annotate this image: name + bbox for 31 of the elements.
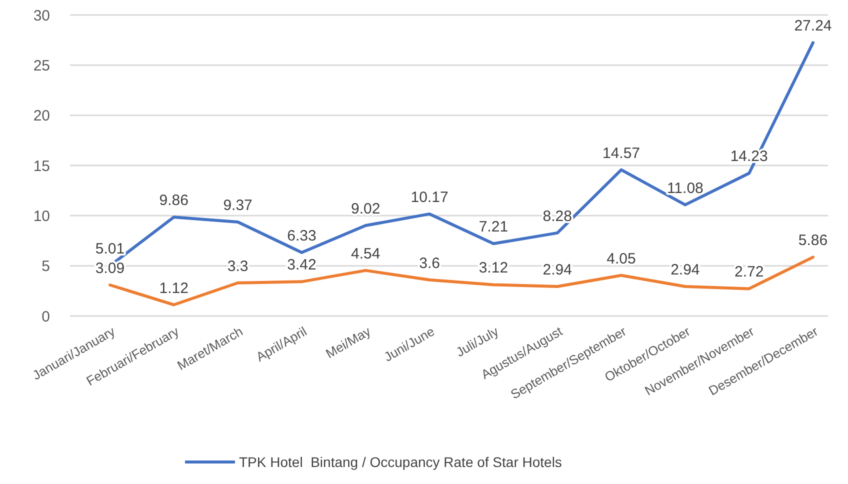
data-label: 3.6	[419, 254, 440, 272]
data-label: 3.09	[95, 260, 125, 277]
legend-label: TPK Hotel Bintang / Occupancy Rate of Star Hotels	[239, 454, 562, 470]
data-label: 2.72	[734, 264, 764, 281]
data-label: 4.54	[351, 245, 380, 262]
data-label: 9.37	[223, 196, 252, 214]
data-label: 5.01	[95, 240, 125, 258]
data-label: 9.02	[351, 200, 380, 218]
data-label: 27.24	[794, 18, 832, 35]
data-label: 6.33	[287, 227, 316, 244]
data-label: 4.05	[606, 250, 636, 268]
data-label: 8.28	[542, 208, 572, 225]
data-label: 1.12	[159, 280, 189, 297]
data-label: 5.86	[798, 232, 828, 250]
y-tick-label: 25	[33, 57, 50, 74]
data-label: 3.42	[287, 256, 316, 274]
data-label: 2.94	[542, 262, 572, 278]
data-label: 11.08	[666, 180, 704, 197]
y-tick-label: 5	[42, 258, 50, 276]
y-tick-label: 0	[42, 308, 50, 326]
data-label: 2.94	[670, 262, 700, 278]
y-tick-label: 30	[33, 7, 50, 24]
y-tick-label: 10	[33, 208, 50, 225]
data-label: 9.86	[159, 192, 189, 210]
data-label: 3.3	[227, 258, 248, 275]
y-tick-label: 15	[33, 158, 50, 175]
data-label: 14.57	[602, 144, 640, 162]
data-label: 10.17	[410, 188, 448, 206]
y-tick-label: 20	[33, 108, 50, 125]
data-label: 3.12	[478, 260, 508, 277]
data-label: 7.21	[478, 218, 508, 236]
